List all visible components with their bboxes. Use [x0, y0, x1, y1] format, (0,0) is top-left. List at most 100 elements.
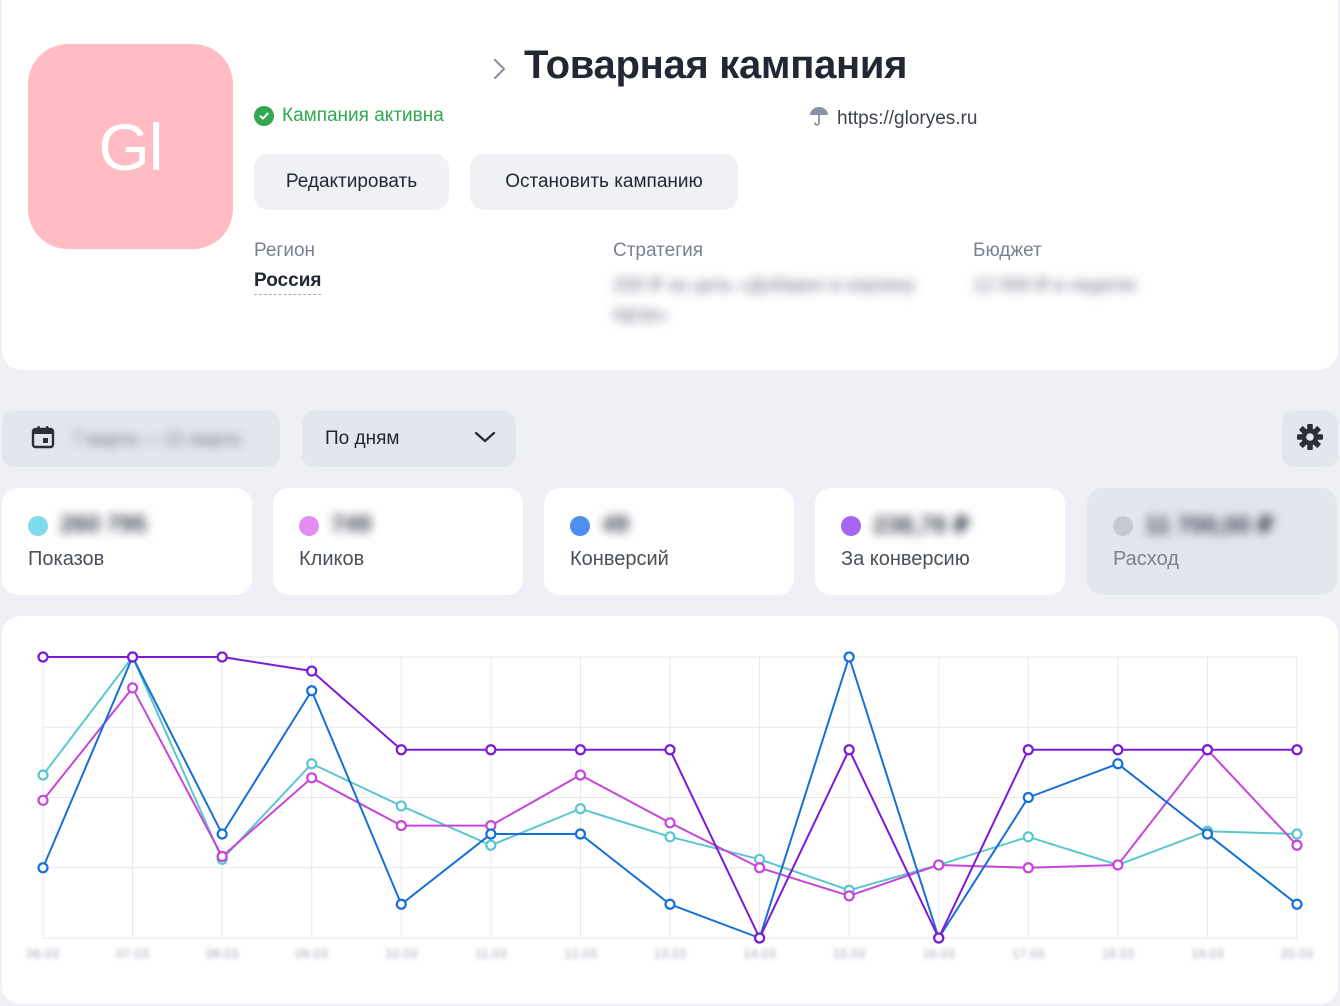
- data-point: [753, 932, 766, 944]
- metric-clicks[interactable]: 749 Кликов: [273, 488, 523, 595]
- data-point: [843, 744, 855, 756]
- x-tick-label: 10.03: [385, 946, 418, 961]
- x-tick-label: 12.03: [564, 946, 597, 961]
- metric-conversions[interactable]: 49 Конверсий: [544, 488, 794, 595]
- budget-value: 12 000 ₽ в неделю: [973, 275, 1137, 296]
- calendar-icon: [30, 424, 56, 455]
- metric-impressions[interactable]: 260 795 Показов: [2, 488, 252, 595]
- data-point: [395, 898, 407, 910]
- page-title: Товарная кампания: [524, 43, 908, 87]
- data-point: [37, 794, 49, 806]
- x-tick-label: 08.03: [206, 946, 239, 961]
- data-point: [485, 828, 497, 840]
- data-point: [37, 862, 49, 874]
- x-tick-label: 09.03: [295, 946, 328, 961]
- data-point: [1291, 839, 1303, 851]
- legend-dot: [299, 516, 319, 536]
- data-point: [216, 828, 228, 840]
- chart-settings-button[interactable]: [1282, 411, 1338, 467]
- metric-label: Кликов: [299, 548, 365, 570]
- data-point: [1112, 744, 1124, 756]
- data-point: [485, 744, 497, 756]
- data-point: [1291, 828, 1303, 840]
- data-point: [1291, 898, 1303, 910]
- x-tick-label: 13.03: [654, 946, 687, 961]
- x-tick-label: 18.03: [1102, 946, 1135, 961]
- metric-label: Расход: [1113, 548, 1179, 570]
- strategy-value: 200 ₽ за цель «Добавил в корзину NEW»: [613, 275, 916, 327]
- data-point: [216, 850, 228, 863]
- line-chart: 06.03 07.03 08.03 09.03 10.03 11.03 12.03 13.03…: [27, 651, 1314, 961]
- x-tick-label: 14.03: [743, 946, 776, 961]
- data-point: [216, 651, 228, 663]
- data-point: [933, 859, 945, 871]
- region-value[interactable]: Россия: [254, 270, 322, 295]
- data-point: [1291, 744, 1303, 756]
- data-point: [664, 817, 676, 829]
- metric-label: Конверсий: [570, 548, 669, 570]
- data-point: [126, 651, 139, 663]
- data-point: [395, 820, 407, 832]
- grouping-select[interactable]: По дням: [302, 411, 516, 467]
- campaign-status: Кампания активна: [254, 105, 444, 127]
- chevron-right-icon[interactable]: [488, 56, 510, 82]
- edit-button[interactable]: Редактировать: [254, 154, 449, 210]
- metric-cost-per-conversion[interactable]: 238,78 ₽ За конверсию: [815, 488, 1065, 595]
- grouping-value: По дням: [325, 428, 400, 449]
- data-point: [485, 839, 497, 851]
- data-point: [1112, 859, 1124, 871]
- data-point: [395, 744, 407, 756]
- data-point: [574, 769, 587, 781]
- data-point: [574, 803, 587, 815]
- data-point: [843, 890, 855, 902]
- campaign-avatar: Gl: [28, 44, 233, 249]
- metric-label: Показов: [28, 548, 105, 570]
- date-range-text: 7 марта — 21 марта: [72, 428, 241, 449]
- metric-value: 238,78 ₽: [873, 512, 970, 539]
- stats-chart-card: 06.03 07.03 08.03 09.03 10.03 11.03 12.03 13.03…: [2, 616, 1338, 1004]
- metric-value: 749: [331, 511, 372, 538]
- data-point: [306, 772, 318, 784]
- data-point: [1022, 831, 1034, 843]
- legend-dot: [1113, 516, 1133, 536]
- data-point: [1022, 791, 1034, 804]
- data-point: [37, 651, 49, 663]
- x-tick-label: 15.03: [833, 946, 866, 961]
- metric-value: 260 795: [60, 511, 147, 538]
- budget-label: Бюджет: [973, 240, 1042, 261]
- stop-campaign-button[interactable]: Остановить кампанию: [470, 154, 738, 210]
- data-point: [753, 862, 766, 874]
- metric-value: 49: [602, 511, 629, 538]
- data-point: [306, 758, 318, 770]
- chevron-down-icon: [474, 428, 496, 450]
- data-point: [1201, 744, 1214, 756]
- data-point: [306, 685, 318, 697]
- avatar-initials: Gl: [98, 109, 164, 184]
- region-label: Регион: [254, 240, 316, 261]
- x-tick-label: 20.03: [1281, 946, 1314, 961]
- x-tick-label: 07.03: [116, 946, 149, 961]
- data-point: [574, 744, 587, 756]
- gear-icon: [1296, 423, 1324, 456]
- site-link[interactable]: https://gloryes.ru: [808, 105, 977, 133]
- metric-spend[interactable]: 11 700,00 ₽ Расход: [1087, 488, 1337, 595]
- x-tick-label: 06.03: [27, 946, 60, 961]
- check-circle-icon: [254, 106, 274, 126]
- status-text: Кампания активна: [282, 105, 444, 126]
- metric-label: За конверсию: [841, 548, 970, 570]
- site-url: https://gloryes.ru: [837, 108, 978, 129]
- data-point: [1022, 862, 1034, 874]
- data-point: [306, 665, 318, 677]
- data-point: [126, 682, 139, 694]
- data-point: [574, 828, 587, 840]
- date-range-picker[interactable]: 7 марта — 21 марта: [2, 411, 280, 467]
- data-point: [843, 651, 855, 663]
- data-point: [1022, 744, 1034, 756]
- metric-value: 11 700,00 ₽: [1145, 512, 1274, 539]
- x-tick-label: 19.03: [1191, 946, 1224, 961]
- strategy-label: Стратегия: [613, 240, 704, 261]
- data-point: [933, 932, 945, 944]
- data-point: [395, 800, 407, 812]
- legend-dot: [570, 516, 590, 536]
- data-point: [664, 898, 676, 910]
